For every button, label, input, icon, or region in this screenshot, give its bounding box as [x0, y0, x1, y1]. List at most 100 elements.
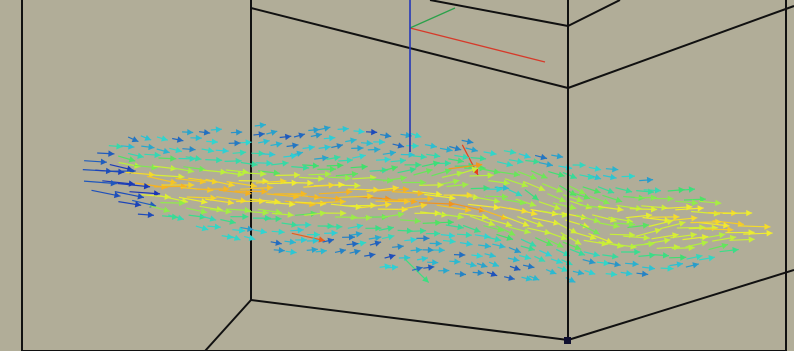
- vector-arrow-icon: [605, 165, 619, 173]
- vector-arrow-icon: [271, 228, 285, 236]
- arrow-head: [673, 213, 680, 221]
- arrow-head: [328, 182, 335, 189]
- arrow-head: [227, 199, 235, 206]
- arrow-head: [187, 167, 195, 174]
- arrow-head: [713, 210, 721, 217]
- vector-arrow-icon: [205, 178, 235, 188]
- arrow-head: [727, 226, 734, 233]
- arrow-head: [444, 160, 451, 167]
- vector-arrow-icon: [337, 125, 349, 133]
- arrow-head: [354, 182, 361, 189]
- vector-arrow-icon: [382, 175, 407, 182]
- arrow-head: [560, 234, 568, 241]
- vector-arrow-icon: [302, 162, 319, 169]
- arrow-head: [701, 240, 708, 247]
- origin-marker-icon: [564, 337, 571, 344]
- arrow-head: [359, 153, 366, 160]
- arrow-head: [607, 187, 615, 194]
- vector-arrow-icon: [545, 268, 557, 275]
- arrow-head: [612, 165, 619, 173]
- arrow-head: [444, 168, 452, 175]
- vector-arrow-icon: [534, 255, 546, 263]
- arrow-head: [421, 255, 428, 263]
- vector-arrow-icon: [205, 156, 223, 164]
- arrow-head: [625, 270, 633, 277]
- arrow-head: [527, 263, 535, 270]
- arrow-head: [251, 160, 258, 168]
- vector-arrow-icon: [331, 143, 344, 150]
- arrow-head: [462, 153, 469, 160]
- arrow-head: [350, 137, 357, 144]
- arrow-head: [630, 243, 637, 250]
- arrow-head: [389, 150, 397, 157]
- arrow-head: [508, 229, 516, 236]
- arrow-head: [137, 152, 144, 159]
- arrow-head: [708, 255, 715, 262]
- arrow-head: [532, 274, 540, 281]
- arrow-head: [327, 237, 335, 244]
- vector-arrow-icon: [185, 207, 208, 215]
- vector-arrow-icon: [273, 190, 307, 197]
- vector-arrow-icon: [158, 155, 177, 162]
- vector-arrow-icon: [133, 164, 158, 171]
- arrow-head: [593, 251, 600, 258]
- vector-arrow-icon: [660, 220, 686, 230]
- vector-arrow-icon: [310, 132, 323, 139]
- arrow-head: [153, 190, 161, 197]
- arrow-head: [320, 248, 327, 255]
- vector-arrow-icon: [486, 186, 503, 193]
- vector-arrow-icon: [518, 152, 531, 159]
- arrow-head: [574, 244, 582, 251]
- vector-arrow-icon: [418, 200, 455, 208]
- arrow-head: [715, 218, 722, 226]
- arrow-head: [414, 217, 421, 225]
- arrow-head: [143, 183, 151, 190]
- arrow-head: [632, 260, 639, 268]
- arrow-head: [497, 226, 504, 233]
- vector-arrow-icon: [382, 150, 397, 157]
- arrow-head: [457, 157, 464, 164]
- vector-arrow-icon: [448, 162, 483, 170]
- arrow-head: [718, 232, 726, 239]
- arrow-head: [392, 185, 399, 192]
- vector-arrow-icon: [462, 224, 481, 233]
- arrow-head: [401, 206, 408, 213]
- arrow-head: [408, 151, 415, 158]
- vector-arrow-icon: [441, 170, 464, 178]
- vector-arrow-icon: [195, 224, 209, 232]
- vector-arrow-icon: [534, 153, 548, 161]
- arrow-head: [307, 179, 314, 187]
- vector-arrow-icon: [613, 220, 636, 228]
- vector-arrow-icon: [114, 191, 145, 200]
- vector-arrow-icon: [392, 142, 405, 149]
- arrow-head: [258, 150, 265, 157]
- vector-arrow-icon: [365, 128, 378, 136]
- arrow-head: [524, 228, 531, 235]
- arrow-head: [667, 195, 674, 202]
- arrow-head: [540, 153, 548, 161]
- arrow-head: [688, 186, 695, 193]
- vector-arrow-icon: [172, 136, 184, 143]
- vector-arrow-icon: [562, 241, 582, 251]
- vector-arrow-icon: [602, 173, 617, 181]
- vector-arrow-icon: [449, 145, 462, 152]
- vector-arrow-icon: [454, 153, 469, 160]
- vector-arrow-icon: [492, 242, 506, 249]
- vector-arrow-icon: [530, 170, 548, 179]
- arrow-head: [189, 146, 196, 153]
- arrow-head: [391, 165, 398, 172]
- vector-arrow-icon: [483, 149, 497, 157]
- arrow-head: [351, 171, 359, 178]
- arrow-head: [613, 222, 620, 229]
- arrow-head: [729, 234, 737, 242]
- vector-arrow-icon: [422, 219, 442, 226]
- arrow-head: [561, 266, 569, 272]
- vector-arrow-icon: [413, 168, 433, 176]
- arrow-head: [521, 207, 528, 214]
- arrow-head: [235, 129, 243, 136]
- vector-arrow-icon: [349, 248, 361, 256]
- arrow-head: [215, 126, 222, 133]
- arrow-head: [164, 193, 171, 200]
- arrow-head: [368, 252, 376, 259]
